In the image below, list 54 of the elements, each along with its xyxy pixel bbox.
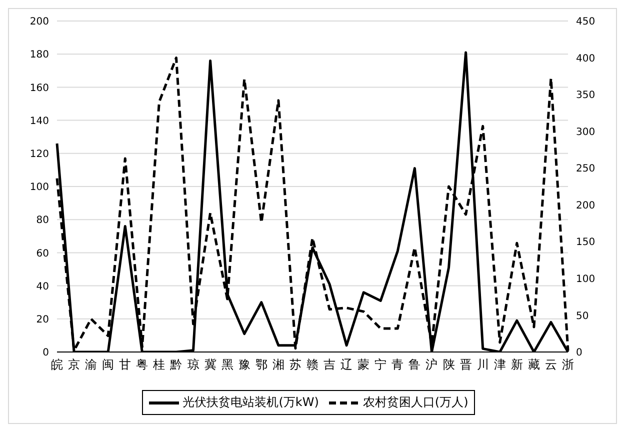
x-tick-label: 湘 bbox=[272, 358, 284, 372]
x-tick-label: 陕 bbox=[442, 358, 455, 372]
y-tick-label: 180 bbox=[30, 50, 49, 61]
x-tick-label: 鄂 bbox=[255, 358, 268, 372]
x-tick-label: 川 bbox=[476, 358, 489, 372]
y-tick-label: 0 bbox=[42, 348, 49, 359]
x-tick-label: 冀 bbox=[204, 358, 216, 372]
y2-tick-label: 300 bbox=[576, 126, 596, 138]
x-tick-label: 辽 bbox=[340, 358, 353, 372]
y-tick-label: 40 bbox=[36, 281, 49, 292]
y-tick-label: 120 bbox=[30, 148, 49, 160]
x-tick-label: 新 bbox=[510, 358, 523, 372]
x-tick-label: 琼 bbox=[187, 358, 200, 372]
x-tick-label: 闽 bbox=[102, 358, 114, 372]
y-tick-label: 160 bbox=[30, 82, 49, 94]
legend-label: 光伏扶贫电站装机(万kW) bbox=[182, 394, 319, 411]
x-tick-label: 青 bbox=[392, 358, 404, 372]
y2-tick-label: 100 bbox=[576, 274, 596, 285]
x-tick-label: 沪 bbox=[426, 358, 438, 372]
x-tick-label: 黔 bbox=[169, 358, 182, 372]
y2-tick-label: 350 bbox=[576, 90, 596, 102]
x-tick-label: 藏 bbox=[528, 358, 540, 372]
x-tick-label: 京 bbox=[68, 358, 80, 372]
x-tick-label: 津 bbox=[494, 358, 506, 372]
x-tick-label: 浙 bbox=[562, 358, 574, 372]
y-tick-label: 100 bbox=[30, 182, 49, 194]
x-tick-label: 晋 bbox=[460, 358, 472, 372]
y2-tick-label: 150 bbox=[576, 237, 596, 248]
x-tick-label: 苏 bbox=[289, 358, 302, 372]
x-tick-label: 赣 bbox=[306, 358, 318, 372]
y2-tick-label: 400 bbox=[576, 53, 596, 64]
x-tick-label: 粤 bbox=[136, 358, 148, 372]
x-tick-label: 云 bbox=[544, 358, 557, 372]
x-tick-label: 黑 bbox=[221, 358, 234, 372]
x-tick-label: 桂 bbox=[152, 358, 166, 372]
y2-tick-label: 250 bbox=[576, 164, 596, 175]
y-tick-label: 140 bbox=[30, 116, 49, 127]
y2-tick-label: 0 bbox=[576, 348, 582, 359]
y-tick-label: 60 bbox=[36, 248, 49, 260]
x-tick-label: 鲁 bbox=[408, 358, 421, 372]
x-tick-label: 渝 bbox=[85, 358, 98, 372]
y2-tick-label: 50 bbox=[576, 310, 589, 322]
y-tick-label: 80 bbox=[36, 215, 49, 226]
x-tick-label: 蒙 bbox=[358, 358, 370, 372]
x-tick-label: 豫 bbox=[238, 358, 250, 372]
y-tick-label: 20 bbox=[36, 314, 49, 326]
y2-tick-label: 450 bbox=[576, 16, 596, 28]
y2-tick-label: 200 bbox=[576, 200, 596, 212]
x-tick-label: 宁 bbox=[374, 358, 387, 372]
legend-label: 农村贫困人口(万人) bbox=[362, 394, 468, 411]
y-tick-label: 200 bbox=[30, 16, 49, 28]
x-tick-label: 吉 bbox=[324, 358, 336, 372]
x-tick-label: 甘 bbox=[119, 358, 132, 372]
x-tick-label: 皖 bbox=[51, 358, 63, 372]
